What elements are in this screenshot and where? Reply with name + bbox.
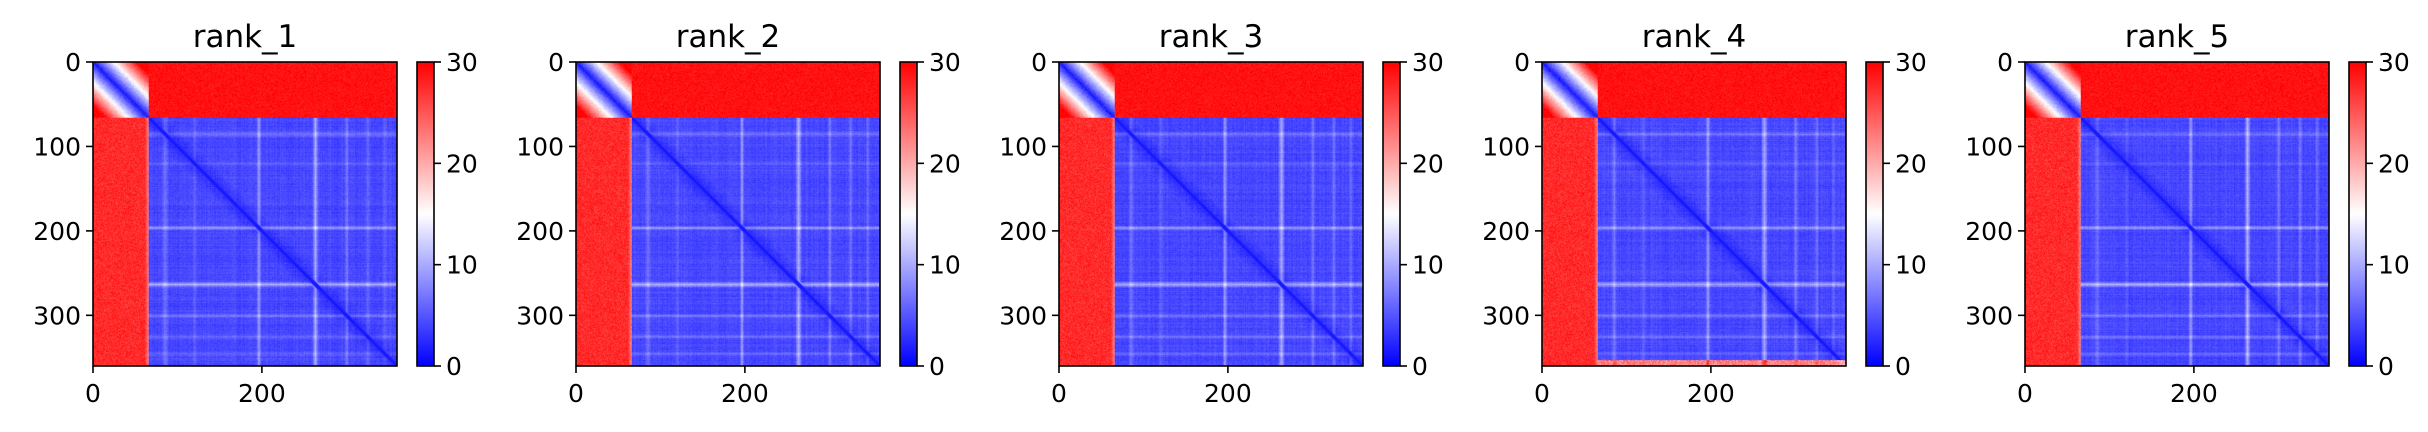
panel-title: rank_5 bbox=[2125, 19, 2230, 55]
colorbar-tick-label: 10 bbox=[1895, 251, 1927, 280]
colorbar-tick-label: 0 bbox=[446, 352, 462, 381]
colorbar-tick-label: 20 bbox=[1412, 149, 1444, 178]
colorbar-tick-label: 10 bbox=[1412, 251, 1444, 280]
colorbar-tick-label: 30 bbox=[1412, 48, 1444, 77]
colorbar-tick-label: 30 bbox=[2378, 48, 2410, 77]
y-tick-label: 300 bbox=[999, 301, 1047, 330]
colorbar-frame bbox=[1865, 61, 1884, 367]
colorbar-tick-label: 0 bbox=[2378, 352, 2394, 381]
x-tick-label: 200 bbox=[721, 379, 769, 408]
heatmap-panel: rank_3 0 200 0 100 200 300 0 10 20 30 bbox=[999, 19, 1444, 408]
y-tick-label: 200 bbox=[516, 217, 564, 246]
axes-frame bbox=[2024, 61, 2330, 367]
y-tick-label: 0 bbox=[1997, 48, 2013, 77]
axes-frame bbox=[575, 61, 881, 367]
colorbar-tick-label: 10 bbox=[446, 251, 478, 280]
x-tick-label: 0 bbox=[85, 379, 101, 408]
colorbar-frame bbox=[416, 61, 435, 367]
y-tick-label: 0 bbox=[65, 48, 81, 77]
heatmap-image bbox=[1542, 62, 1846, 366]
panel-title: rank_1 bbox=[193, 19, 298, 55]
colorbar bbox=[1383, 62, 1400, 366]
x-tick-label: 0 bbox=[568, 379, 584, 408]
colorbar-tick-label: 30 bbox=[1895, 48, 1927, 77]
heatmap-image bbox=[576, 62, 880, 366]
colorbar-tick-label: 30 bbox=[929, 48, 961, 77]
colorbar-tick-label: 0 bbox=[1895, 352, 1911, 381]
y-tick-label: 0 bbox=[1514, 48, 1530, 77]
x-tick-label: 0 bbox=[1534, 379, 1550, 408]
colorbar-frame bbox=[1382, 61, 1401, 367]
axes-frame bbox=[1541, 61, 1847, 367]
heatmap-image bbox=[1059, 62, 1363, 366]
colorbar-tick-label: 20 bbox=[1895, 149, 1927, 178]
x-tick-label: 200 bbox=[238, 379, 286, 408]
y-tick-label: 100 bbox=[516, 132, 564, 161]
x-tick-label: 0 bbox=[1051, 379, 1067, 408]
heatmap-image bbox=[2025, 62, 2329, 366]
colorbar-tick-label: 10 bbox=[929, 251, 961, 280]
y-tick-label: 0 bbox=[1031, 48, 1047, 77]
y-tick-label: 200 bbox=[999, 217, 1047, 246]
heatmap-panel: rank_4 0 200 0 100 200 300 0 10 20 30 bbox=[1482, 19, 1927, 408]
axes-frame bbox=[1058, 61, 1364, 367]
y-tick-label: 300 bbox=[1482, 301, 1530, 330]
y-tick-label: 200 bbox=[1965, 217, 2013, 246]
x-tick-label: 200 bbox=[1204, 379, 1252, 408]
y-tick-label: 200 bbox=[33, 217, 81, 246]
y-tick-label: 100 bbox=[33, 132, 81, 161]
colorbar bbox=[2349, 62, 2366, 366]
colorbar bbox=[1866, 62, 1883, 366]
axes-frame bbox=[92, 61, 398, 367]
colorbar-tick-label: 0 bbox=[929, 352, 945, 381]
panel-title: rank_2 bbox=[676, 19, 781, 55]
y-tick-label: 300 bbox=[33, 301, 81, 330]
x-tick-label: 0 bbox=[2017, 379, 2033, 408]
y-tick-label: 100 bbox=[1482, 132, 1530, 161]
colorbar-frame bbox=[2348, 61, 2367, 367]
y-tick-label: 100 bbox=[999, 132, 1047, 161]
panel-title: rank_3 bbox=[1159, 19, 1264, 55]
colorbar-tick-label: 0 bbox=[1412, 352, 1428, 381]
colorbar-tick-label: 10 bbox=[2378, 251, 2410, 280]
heatmap-image bbox=[93, 62, 397, 366]
colorbar bbox=[900, 62, 917, 366]
colorbar bbox=[417, 62, 434, 366]
heatmap-panel: rank_5 0 200 0 100 200 300 0 10 20 30 bbox=[1965, 19, 2410, 408]
panel-title: rank_4 bbox=[1642, 19, 1747, 55]
heatmap-panel: rank_1 0 200 0 100 200 300 0 10 20 30 bbox=[33, 19, 478, 408]
colorbar-tick-label: 20 bbox=[929, 149, 961, 178]
x-tick-label: 200 bbox=[1687, 379, 1735, 408]
colorbar-tick-label: 20 bbox=[446, 149, 478, 178]
colorbar-tick-label: 20 bbox=[2378, 149, 2410, 178]
y-tick-label: 300 bbox=[1965, 301, 2013, 330]
y-tick-label: 0 bbox=[548, 48, 564, 77]
y-tick-label: 200 bbox=[1482, 217, 1530, 246]
heatmap-panel: rank_2 0 200 0 100 200 300 0 10 20 30 bbox=[516, 19, 961, 408]
x-tick-label: 200 bbox=[2170, 379, 2218, 408]
y-tick-label: 300 bbox=[516, 301, 564, 330]
colorbar-frame bbox=[899, 61, 918, 367]
colorbar-tick-label: 30 bbox=[446, 48, 478, 77]
y-tick-label: 100 bbox=[1965, 132, 2013, 161]
